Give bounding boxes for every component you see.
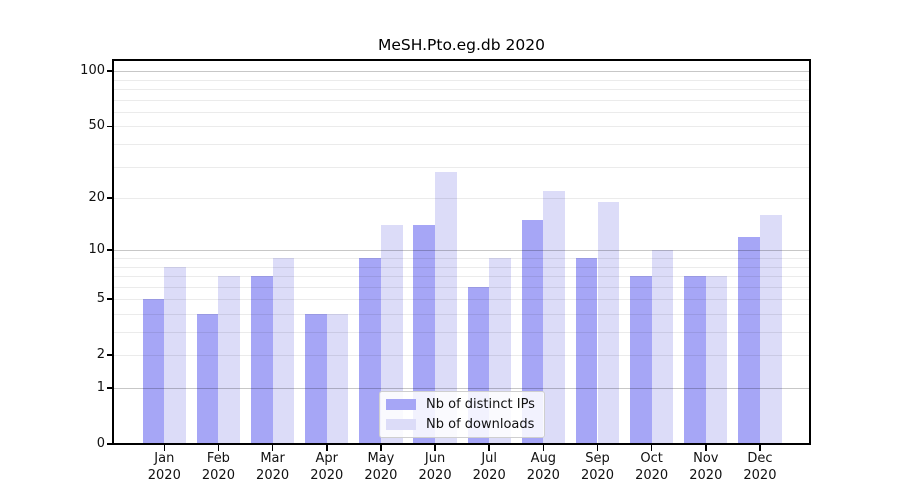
y-tick-mark-1 <box>107 387 113 389</box>
x-tick-label-0: Jan 2020 <box>147 451 181 483</box>
y-tick-label-20: 20 <box>88 190 105 206</box>
y-tick-mark-50 <box>107 125 113 128</box>
x-tick-mark-3 <box>325 445 328 451</box>
bar-distinct-ips-11 <box>738 236 760 444</box>
bar-downloads-11 <box>759 215 782 444</box>
bar-distinct-ips-7 <box>521 220 544 444</box>
x-tick-mark-6 <box>488 445 490 451</box>
x-tick-label-10: Nov 2020 <box>689 451 723 483</box>
top-spine <box>112 59 811 61</box>
bar-downloads-10 <box>705 276 728 444</box>
y-tick-label-10: 10 <box>88 242 105 258</box>
x-tick-mark-0 <box>163 445 166 451</box>
y-tick-label-1: 1 <box>96 380 105 395</box>
bar-downloads-4 <box>380 225 403 444</box>
gridline-70 <box>113 99 810 101</box>
x-tick-label-7: Aug 2020 <box>526 451 560 483</box>
gridline-1 <box>113 388 810 389</box>
bar-distinct-ips-9 <box>629 276 652 444</box>
gridline-6 <box>113 286 810 288</box>
y-tick-label-0: 0 <box>96 436 105 451</box>
x-tick-mark-7 <box>542 445 545 451</box>
gridline-7 <box>113 276 810 278</box>
bottom-spine <box>112 443 811 445</box>
x-tick-label-6: Jul 2020 <box>472 451 506 483</box>
plot-area <box>113 60 810 444</box>
y-tick-mark-100 <box>107 70 113 72</box>
gridline-50 <box>113 126 810 128</box>
gridline-10 <box>113 250 810 252</box>
x-tick-label-3: Apr 2020 <box>310 451 344 483</box>
right-spine <box>809 59 811 445</box>
gridline-8 <box>113 266 810 268</box>
legend-swatch-downloads <box>386 419 416 430</box>
x-tick-mark-10 <box>705 445 707 451</box>
legend: Nb of distinct IPs Nb of downloads <box>379 391 545 438</box>
gridline-20 <box>113 198 810 200</box>
x-tick-mark-8 <box>596 445 599 451</box>
bar-distinct-ips-1 <box>196 313 219 444</box>
gridline-100 <box>113 71 810 73</box>
x-tick-label-1: Feb 2020 <box>201 451 235 483</box>
y-tick-mark-2 <box>107 354 113 357</box>
gridline-40 <box>113 144 810 145</box>
legend-label-downloads: Nb of downloads <box>426 416 535 432</box>
x-tick-mark-1 <box>217 445 220 451</box>
y-tick-mark-5 <box>107 298 113 301</box>
left-spine <box>112 59 114 445</box>
bar-distinct-ips-8 <box>575 257 598 444</box>
bar-downloads-9 <box>651 250 674 444</box>
x-tick-mark-5 <box>434 445 436 451</box>
gridline-5 <box>113 299 810 301</box>
x-tick-label-9: Oct 2020 <box>635 451 669 483</box>
y-tick-label-50: 50 <box>88 118 105 134</box>
bar-distinct-ips-2 <box>250 276 273 444</box>
legend-swatch-distinct-ips <box>386 399 416 410</box>
bar-distinct-ips-4 <box>359 257 381 444</box>
x-tick-mark-4 <box>380 445 382 451</box>
gridline-3 <box>113 332 810 333</box>
y-tick-label-2: 2 <box>96 347 105 363</box>
bar-distinct-ips-0 <box>142 299 165 444</box>
bar-downloads-5 <box>435 171 457 444</box>
y-tick-label-5: 5 <box>96 291 105 307</box>
y-tick-mark-10 <box>107 249 113 252</box>
gridline-90 <box>113 79 810 81</box>
x-tick-label-4: May 2020 <box>364 451 398 483</box>
bar-downloads-1 <box>218 276 241 444</box>
bar-downloads-0 <box>164 266 186 444</box>
x-tick-label-2: Mar 2020 <box>256 451 290 483</box>
bar-downloads-7 <box>543 190 565 444</box>
legend-item-downloads: Nb of downloads <box>386 416 544 432</box>
y-tick-mark-0 <box>107 443 113 445</box>
gridline-30 <box>113 166 810 168</box>
gridline-60 <box>113 111 810 113</box>
x-tick-label-5: Jun 2020 <box>418 451 452 483</box>
x-tick-mark-11 <box>759 445 761 451</box>
bar-downloads-2 <box>272 257 295 444</box>
bar-distinct-ips-10 <box>684 276 706 444</box>
gridline-4 <box>113 313 810 315</box>
legend-label-distinct-ips: Nb of distinct IPs <box>426 396 535 412</box>
bar-distinct-ips-5 <box>413 225 436 444</box>
y-tick-mark-20 <box>107 197 113 199</box>
x-tick-label-8: Sep 2020 <box>580 451 615 483</box>
gridline-2 <box>113 355 810 357</box>
x-tick-mark-2 <box>271 445 274 451</box>
bar-distinct-ips-3 <box>305 313 327 444</box>
y-tick-label-100: 100 <box>80 63 105 79</box>
chart-title: MeSH.Pto.eg.db 2020 <box>378 36 545 54</box>
x-tick-label-11: Dec 2020 <box>743 451 777 483</box>
x-tick-mark-9 <box>650 445 653 451</box>
bar-downloads-3 <box>326 313 349 444</box>
legend-item-distinct-ips: Nb of distinct IPs <box>386 396 544 412</box>
gridline-9 <box>113 257 810 259</box>
bar-downloads-8 <box>597 202 620 444</box>
gridline-80 <box>113 89 810 90</box>
